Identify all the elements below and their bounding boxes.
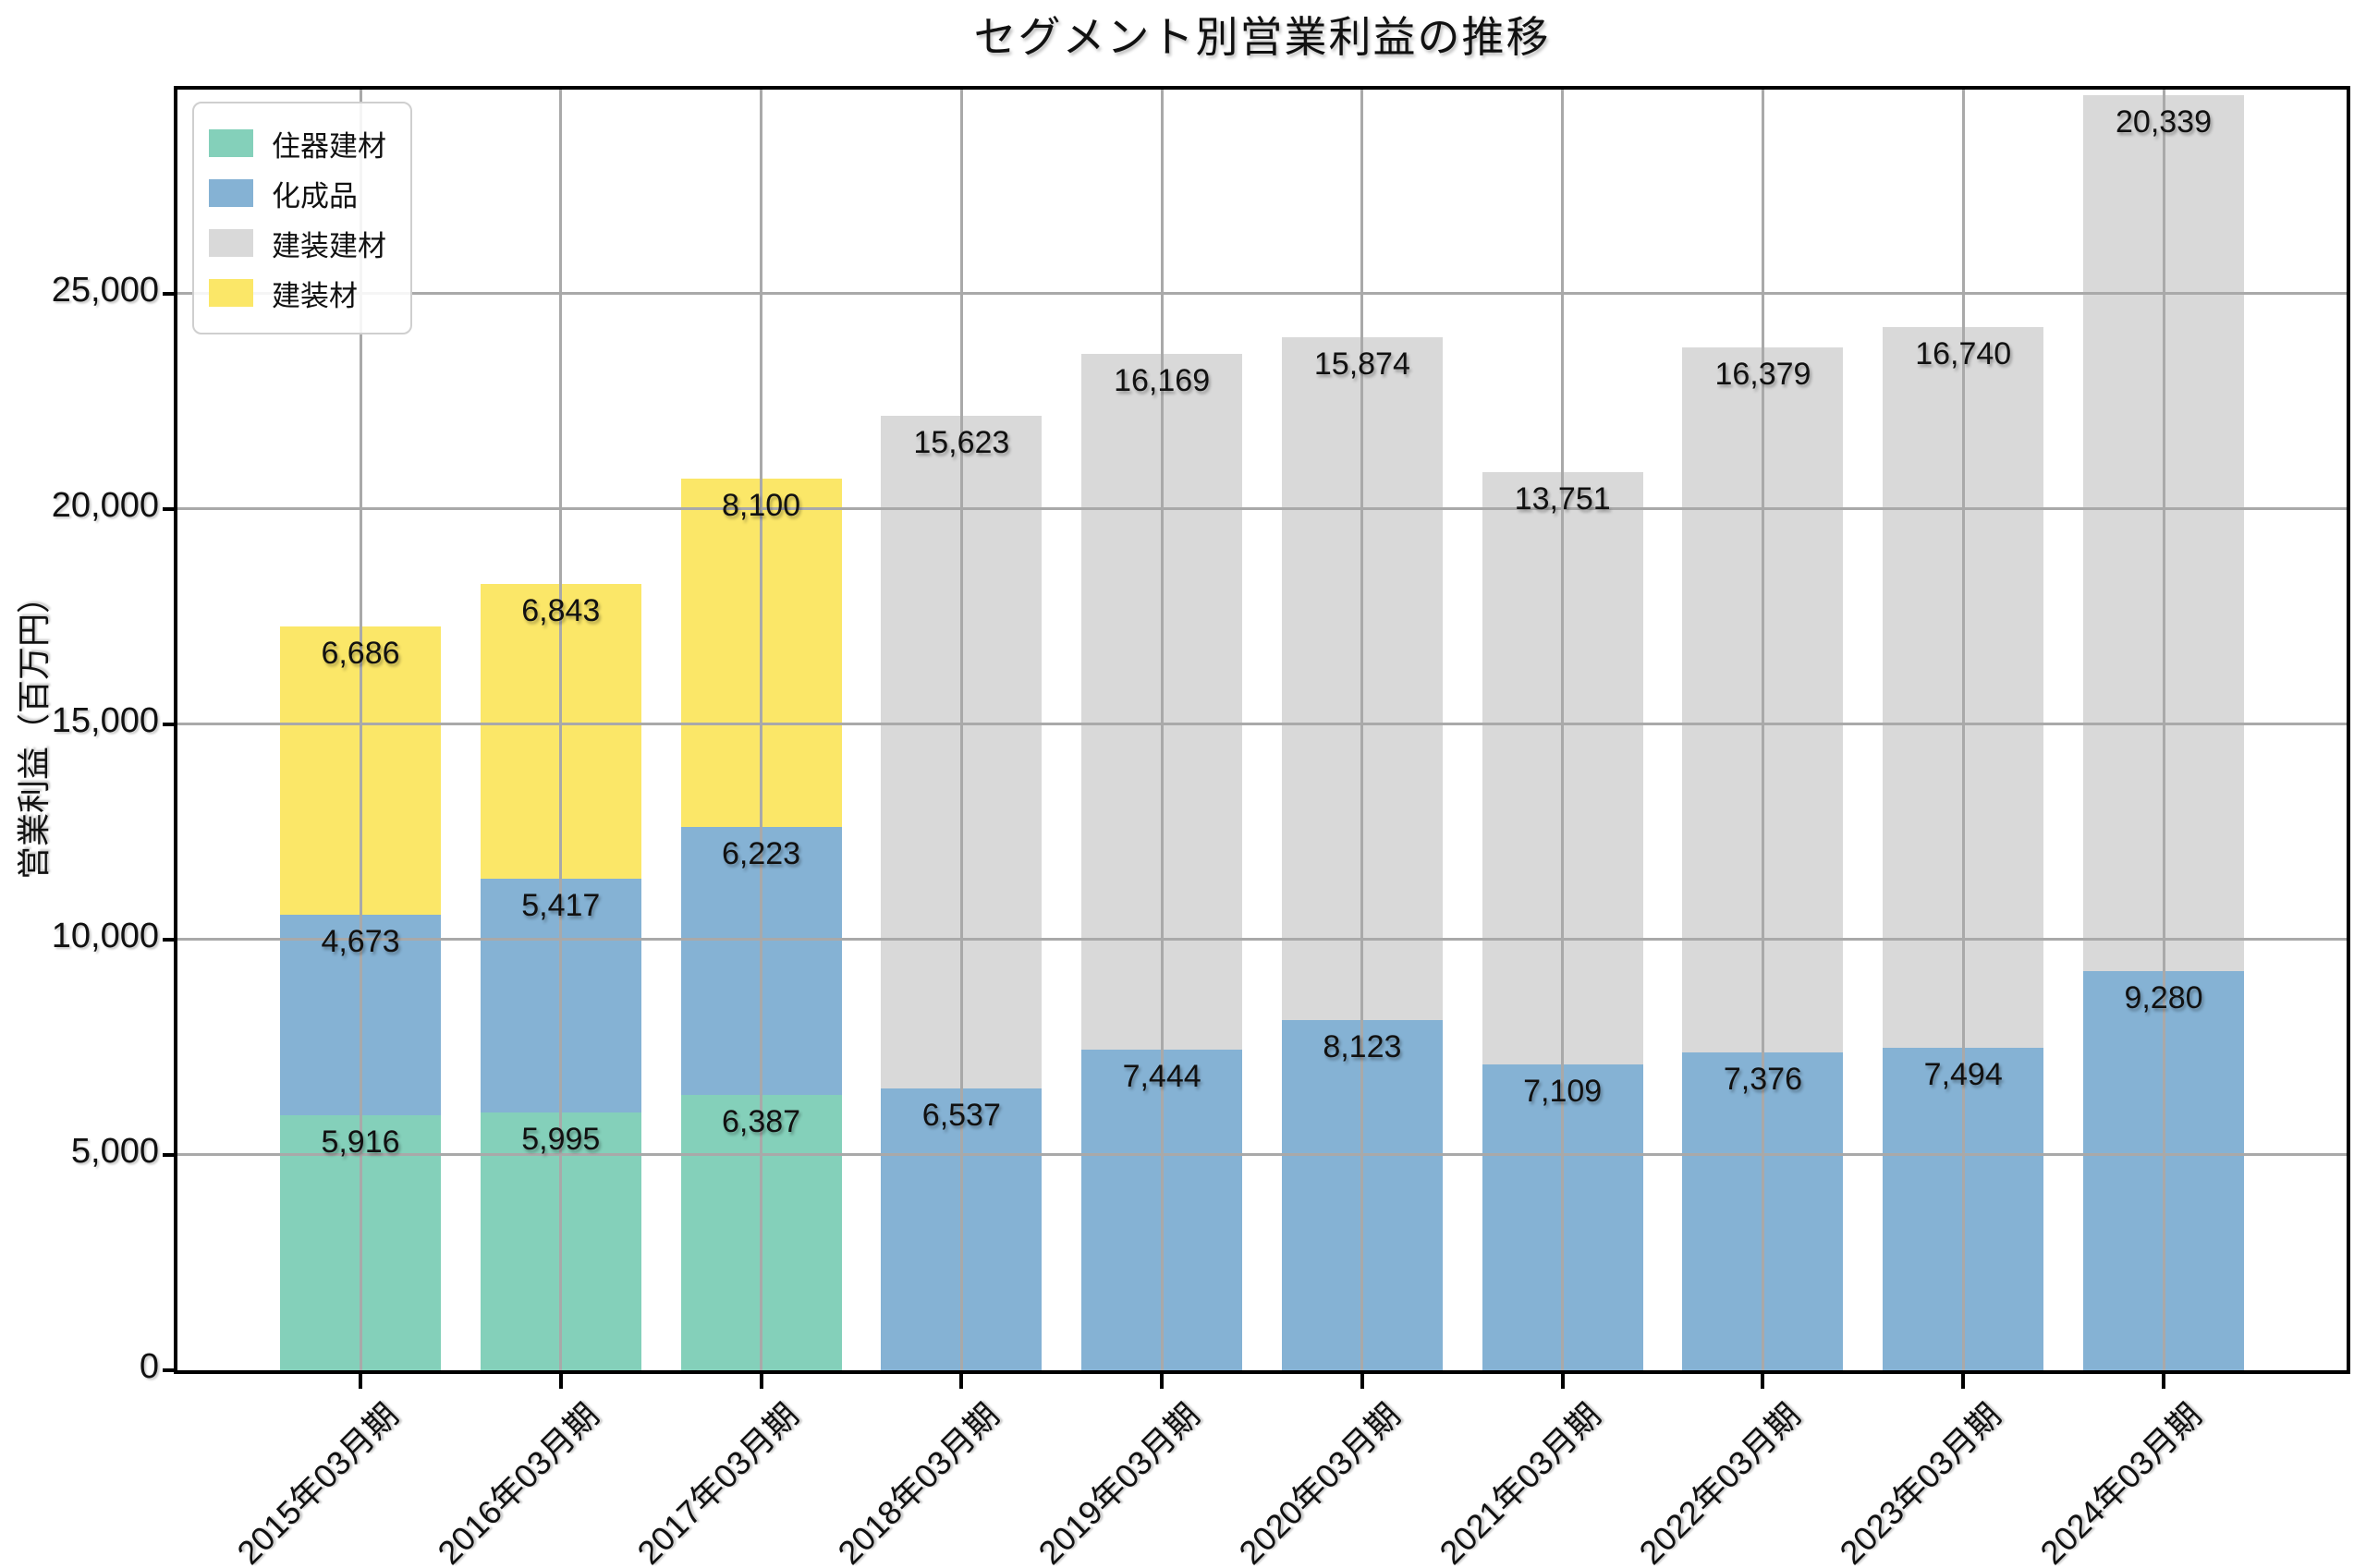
legend-item: 住器建材 [209,118,386,168]
gridline-v [1160,90,1164,1370]
y-tick-label: 10,000 [51,916,159,955]
bar-value-label: 6,223 [722,836,801,872]
plot-border-left [174,86,177,1374]
gridline-h [177,723,2347,726]
gridline-v [359,90,362,1370]
bar-value-label: 16,169 [1114,362,1211,398]
x-tick-label: 2024年03月期 [2032,1395,2209,1568]
x-tick-label: 2015年03月期 [229,1395,406,1568]
x-tick-label: 2023年03月期 [1832,1395,2008,1568]
legend-label: 建装建材 [272,229,386,262]
bar-value-label: 6,537 [921,1098,1001,1134]
bar-value-label: 20,339 [2116,103,2212,140]
legend-swatch [209,279,253,307]
gridline-h [177,1153,2347,1157]
x-tick-label: 2022年03月期 [1631,1395,1809,1568]
bar-value-label: 5,417 [521,888,601,924]
plot-border-bottom [174,1370,2350,1374]
bar-value-label: 5,995 [521,1121,601,1157]
bar-value-label: 16,740 [1915,335,2012,371]
bar-value-label: 8,123 [1323,1029,1402,1065]
x-tick [2162,1374,2165,1389]
plot-border-top [174,86,2350,90]
legend-label: 住器建材 [272,129,386,163]
y-tick-label: 5,000 [70,1131,159,1171]
bar-value-label: 7,444 [1122,1059,1201,1095]
gridline-h [177,507,2347,511]
bar-value-label: 6,686 [321,635,400,671]
gridline-h [177,938,2347,942]
x-tick-label: 2017年03月期 [629,1395,807,1568]
y-tick [163,291,177,296]
x-tick [359,1374,362,1389]
plot-border-right [2347,86,2350,1374]
bar-value-label: 7,494 [1923,1056,2003,1092]
bar-value-label: 5,916 [321,1124,400,1161]
y-tick-label: 20,000 [51,485,159,525]
gridline-v [760,90,763,1370]
bar-value-label: 15,874 [1313,346,1410,382]
x-tick-label: 2016年03月期 [430,1395,606,1568]
x-tick-label: 2020年03月期 [1231,1395,1408,1568]
legend-item: 化成品 [209,168,386,218]
x-tick [959,1374,964,1389]
y-tick-label: 15,000 [51,700,159,740]
gridline-v [1961,90,1965,1370]
gridline-h [177,292,2347,296]
x-tick [558,1374,563,1389]
x-tick-label: 2019年03月期 [1031,1395,1207,1568]
x-tick [1160,1374,1165,1389]
legend-swatch [209,229,253,257]
gridline-v [1360,90,1364,1370]
bar-value-label: 16,379 [1714,356,1811,392]
y-tick-label: 25,000 [51,270,159,310]
y-tick [163,937,177,942]
bar-value-label: 6,387 [722,1104,801,1140]
x-tick [759,1374,763,1389]
bar-value-label: 4,673 [321,923,400,959]
bar-value-label: 7,376 [1723,1062,1802,1098]
gridline-v [2162,90,2165,1370]
gridline-v [959,90,963,1370]
gridline-v [1761,90,1764,1370]
y-tick [163,1152,177,1157]
bar-value-label: 15,623 [913,425,1010,461]
bar-value-label: 13,751 [1514,480,1611,517]
legend-swatch [209,179,253,207]
legend-label: 建装材 [272,279,358,312]
chart-title: セグメント別営業利益の推移 [973,13,1551,61]
y-tick-label: 0 [139,1347,159,1386]
bar-value-label: 6,843 [521,593,601,629]
bar-value-label: 8,100 [722,487,801,523]
gridline-v [559,90,563,1370]
legend-item: 建装建材 [209,218,386,268]
x-tick [1961,1374,1966,1389]
y-tick [163,1368,177,1372]
legend-swatch [209,129,253,157]
x-tick [1360,1374,1364,1389]
legend-item: 建装材 [209,268,386,318]
legend-label: 化成品 [272,179,358,213]
x-tick-label: 2018年03月期 [830,1395,1006,1568]
x-tick [1560,1374,1565,1389]
bar-value-label: 9,280 [2124,979,2203,1015]
legend: 住器建材化成品建装建材建装材 [192,102,412,334]
y-tick [163,722,177,726]
bar-value-label: 7,109 [1523,1073,1603,1109]
y-tick [163,506,177,511]
x-tick [1761,1374,1765,1389]
gridline-v [1561,90,1565,1370]
x-tick-label: 2021年03月期 [1432,1395,1608,1568]
